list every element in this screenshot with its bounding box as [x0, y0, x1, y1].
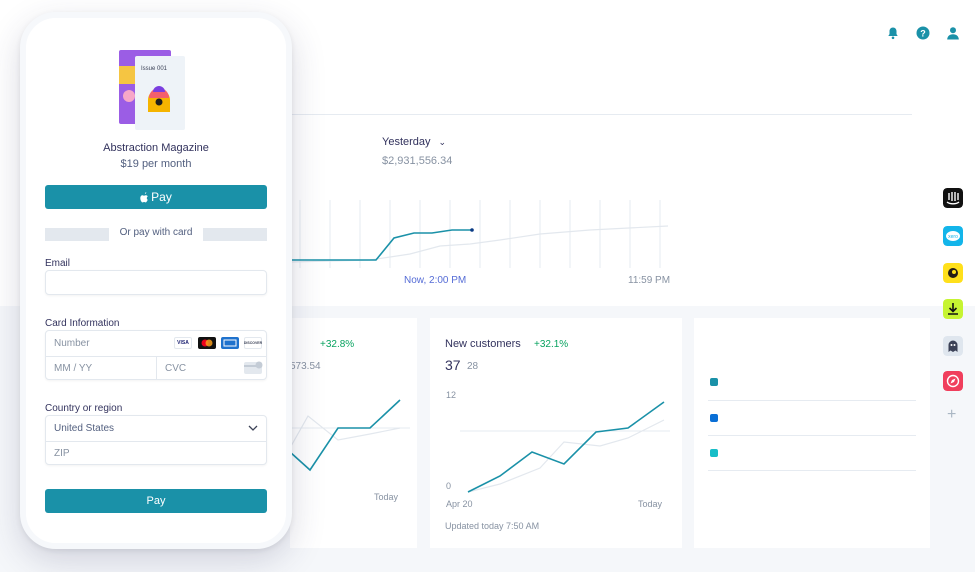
xero-icon[interactable]: xero: [943, 226, 963, 246]
intercom-icon[interactable]: [943, 188, 963, 208]
email-field[interactable]: [45, 270, 267, 295]
period-label: Yesterday: [382, 136, 431, 148]
period-selector[interactable]: Yesterday ⌄: [382, 136, 446, 148]
checkout-form: Issue 001 Abstraction Magazine $19 per m…: [26, 18, 286, 543]
phone-frame: Issue 001 Abstraction Magazine $19 per m…: [20, 12, 292, 549]
list-card: [694, 318, 930, 548]
previous-series-line: [290, 225, 669, 263]
period-value: $2,931,556.34: [382, 155, 453, 167]
apple-pay-button[interactable]: Pay: [45, 185, 267, 209]
card-info-label: Card Information: [45, 318, 120, 329]
divider: [290, 114, 912, 115]
or-label: Or pay with card: [119, 227, 193, 238]
current-series-line: [290, 399, 401, 472]
current-series-line: [467, 401, 665, 493]
svg-text:xero: xero: [948, 234, 958, 240]
metric-chart: [290, 399, 410, 472]
current-point: [470, 228, 474, 232]
cvc-field[interactable]: CVC: [165, 363, 187, 374]
country-select[interactable]: United States: [54, 423, 115, 434]
metric-value: 573.54: [290, 361, 321, 372]
y-axis-min: 0: [446, 481, 452, 491]
download-icon[interactable]: [943, 299, 963, 319]
y-axis-max: 12: [446, 390, 457, 400]
product-price: $19 per month: [120, 158, 192, 170]
x-axis-end: Today: [638, 499, 663, 509]
product-name: Abstraction Magazine: [103, 142, 209, 154]
card-previous-value: 28: [467, 361, 479, 372]
chevron-down-icon: ⌄: [438, 137, 447, 147]
volume-chart: [290, 200, 669, 268]
apple-icon: [140, 191, 149, 202]
apple-pay-label: Pay: [151, 190, 172, 204]
field-divider: [156, 356, 157, 380]
current-series-line: [290, 229, 472, 261]
mailchimp-icon[interactable]: [943, 263, 963, 283]
metric-card[interactable]: +32.8% 573.54 Today: [290, 318, 417, 548]
x-axis-start: Apr 20: [446, 499, 473, 509]
card-number-field[interactable]: Number: [54, 338, 90, 349]
metric-delta: +32.8%: [320, 339, 355, 350]
pay-button[interactable]: Pay: [45, 489, 267, 513]
discover-icon: DISCOVER: [244, 337, 262, 349]
axis-label-now: Now, 2:00 PM: [404, 275, 467, 286]
help-icon[interactable]: ?: [916, 26, 930, 40]
list-item-dot: [710, 449, 718, 457]
magazine-issue: Issue 001: [141, 66, 168, 72]
mastercard-icon: [198, 337, 216, 349]
card-title: New customers: [445, 338, 521, 350]
divider-bar: [45, 228, 109, 241]
country-label: Country or region: [45, 403, 123, 414]
visa-icon: VISA: [174, 337, 192, 349]
card-footer: Updated today 7:50 AM: [445, 521, 540, 531]
card-value: 37: [445, 357, 461, 373]
list-divider: [708, 435, 916, 436]
pay-label: Pay: [146, 495, 166, 507]
cvc-card-icon: [244, 361, 263, 374]
card-delta: +32.1%: [534, 339, 569, 350]
list-item-dot: [710, 414, 718, 422]
previous-series-line: [290, 415, 401, 449]
divider-bar: [203, 228, 267, 241]
list-divider: [708, 470, 916, 471]
svg-text:?: ?: [920, 29, 926, 39]
user-icon[interactable]: [946, 26, 960, 40]
new-customers-card[interactable]: New customers +32.1% 37 28 12 0 Apr 20 T…: [430, 318, 682, 548]
email-label: Email: [45, 258, 71, 269]
zip-field[interactable]: ZIP: [54, 448, 70, 459]
list-item-dot: [710, 378, 718, 386]
axis-label-end: Today: [374, 492, 399, 502]
chevron-down-icon: [248, 425, 258, 431]
expiry-field[interactable]: MM / YY: [54, 363, 93, 374]
list-divider: [708, 400, 916, 401]
axis-label-end: 11:59 PM: [628, 275, 671, 286]
previous-series-line: [467, 419, 665, 493]
add-app-icon[interactable]: +: [947, 406, 957, 423]
card-info-group: Number VISA DISCOVER MM / YY CVC: [45, 330, 267, 380]
ghost-icon[interactable]: [943, 336, 963, 356]
field-divider: [46, 441, 266, 442]
amex-icon: [221, 337, 239, 349]
magazine-cover: Issue 001: [119, 50, 185, 130]
customers-chart: [460, 401, 670, 493]
top-icons: ?: [886, 26, 960, 40]
bell-icon[interactable]: [886, 26, 900, 40]
address-group: United States ZIP: [45, 415, 267, 465]
or-divider: Or pay with card: [45, 226, 267, 241]
compass-icon[interactable]: [943, 371, 963, 391]
